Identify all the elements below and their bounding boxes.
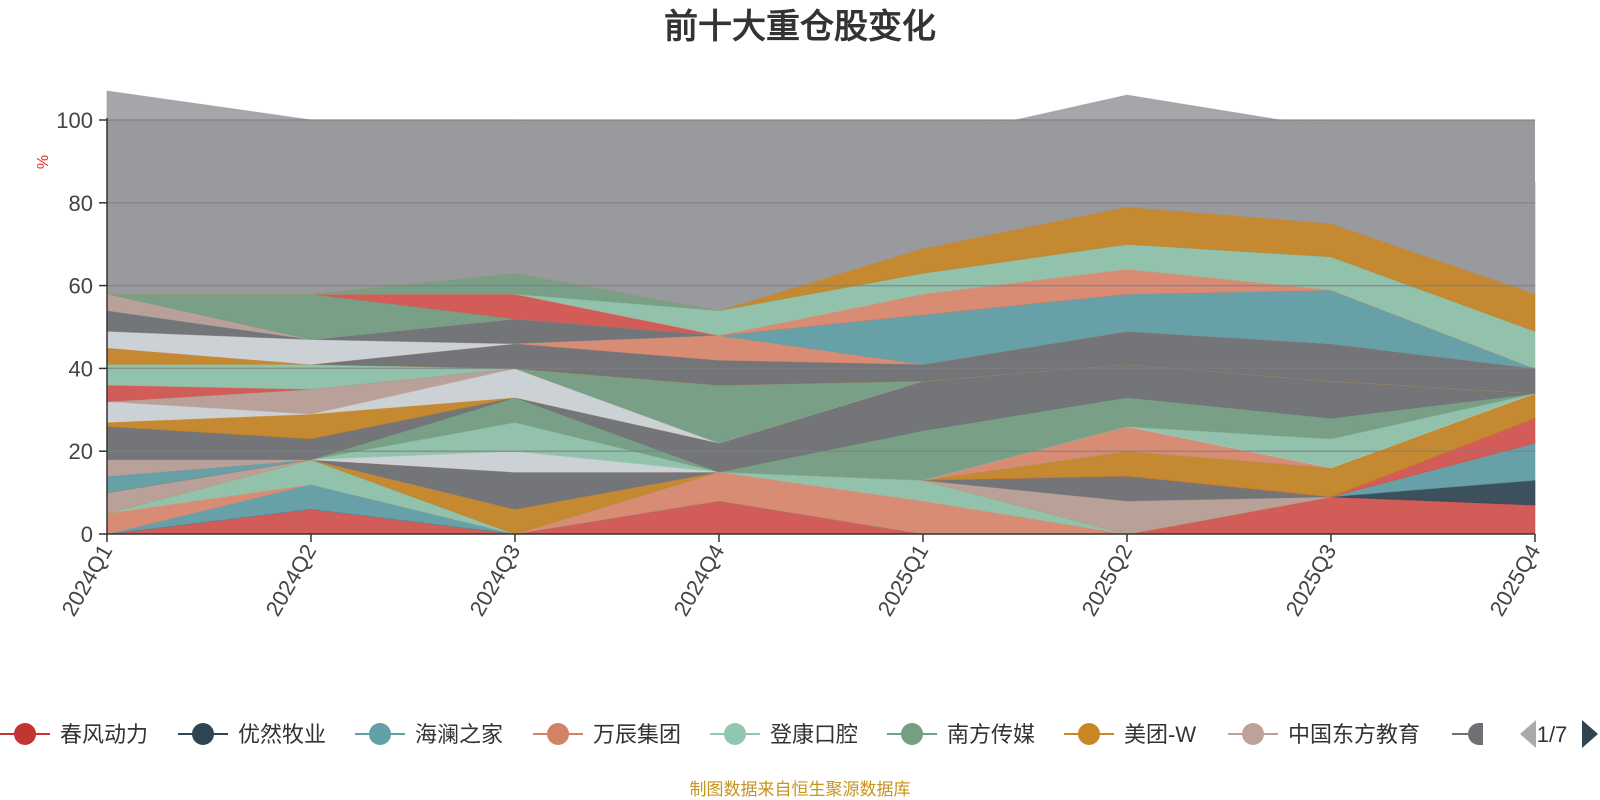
legend: 春风动力 优然牧业 海澜之家 万辰集团 登康口腔 南方传媒 美团-W 中国东方教育 1/7 — [0, 720, 1598, 748]
legend-item-1[interactable]: 春风动力 — [0, 722, 148, 747]
legend-marker — [547, 723, 569, 745]
legend-label: 登康口腔 — [770, 722, 858, 747]
x-tick-label-2024Q2: 2024Q2 — [261, 540, 322, 620]
y-axis-ticks: 0 20 40 60 80 100 — [56, 108, 107, 547]
y-tick-label-0: 0 — [81, 522, 93, 547]
x-tick-label-2025Q2: 2025Q2 — [1077, 540, 1138, 620]
legend-marker — [369, 723, 391, 745]
legend-label: 优然牧业 — [238, 722, 326, 747]
legend-marker — [1242, 723, 1264, 745]
legend-item-5[interactable]: 登康口腔 — [710, 722, 858, 747]
y-axis-unit-label: % — [35, 155, 52, 169]
y-tick-label-100: 100 — [56, 108, 93, 133]
legend-label: 春风动力 — [60, 722, 148, 747]
x-axis-ticks: 2024Q1 2024Q2 2024Q3 2024Q4 2025Q1 2025Q2 2025… — [57, 534, 1546, 620]
chart-title: 前十大重仓股变化 — [664, 8, 936, 46]
x-tick-label-2024Q3: 2024Q3 — [465, 540, 526, 620]
legend-marker — [724, 723, 746, 745]
legend-label: 美团-W — [1124, 722, 1196, 747]
legend-label: 万辰集团 — [593, 722, 681, 747]
legend-prev-page-icon[interactable] — [1520, 720, 1536, 748]
legend-marker — [1468, 723, 1483, 745]
legend-item-3[interactable]: 海澜之家 — [355, 722, 503, 747]
x-tick-label-2025Q4: 2025Q4 — [1485, 540, 1546, 620]
legend-label: 中国东方教育 — [1288, 722, 1420, 747]
legend-page-indicator: 1/7 — [1537, 722, 1568, 747]
y-tick-label-80: 80 — [69, 191, 93, 216]
y-tick-label-40: 40 — [69, 356, 93, 381]
x-tick-label-2024Q4: 2024Q4 — [669, 540, 730, 620]
legend-marker — [14, 723, 36, 745]
y-tick-label-20: 20 — [69, 439, 93, 464]
legend-label: 南方传媒 — [947, 722, 1035, 747]
x-tick-label-2025Q1: 2025Q1 — [873, 540, 934, 620]
legend-item-7[interactable]: 美团-W — [1064, 722, 1196, 747]
data-source-note: 制图数据来自恒生聚源数据库 — [690, 780, 911, 799]
axes — [106, 118, 1535, 535]
y-tick-label-60: 60 — [69, 274, 93, 299]
legend-item-4[interactable]: 万辰集团 — [533, 722, 681, 747]
legend-item-2[interactable]: 优然牧业 — [178, 722, 326, 747]
legend-marker — [192, 723, 214, 745]
legend-item-6[interactable]: 南方传媒 — [887, 722, 1035, 747]
gridlines — [107, 119, 1535, 452]
x-tick-label-2024Q1: 2024Q1 — [57, 540, 118, 620]
legend-item-8[interactable]: 中国东方教育 — [1228, 722, 1420, 747]
legend-item-partial[interactable] — [1452, 723, 1483, 745]
legend-next-page-icon[interactable] — [1582, 720, 1598, 748]
legend-marker — [1078, 723, 1100, 745]
legend-label: 海澜之家 — [415, 722, 503, 747]
x-tick-label-2025Q3: 2025Q3 — [1281, 540, 1342, 620]
area-series-39 — [106, 90, 1536, 311]
area-series-group — [106, 90, 1536, 535]
legend-marker — [901, 723, 923, 745]
